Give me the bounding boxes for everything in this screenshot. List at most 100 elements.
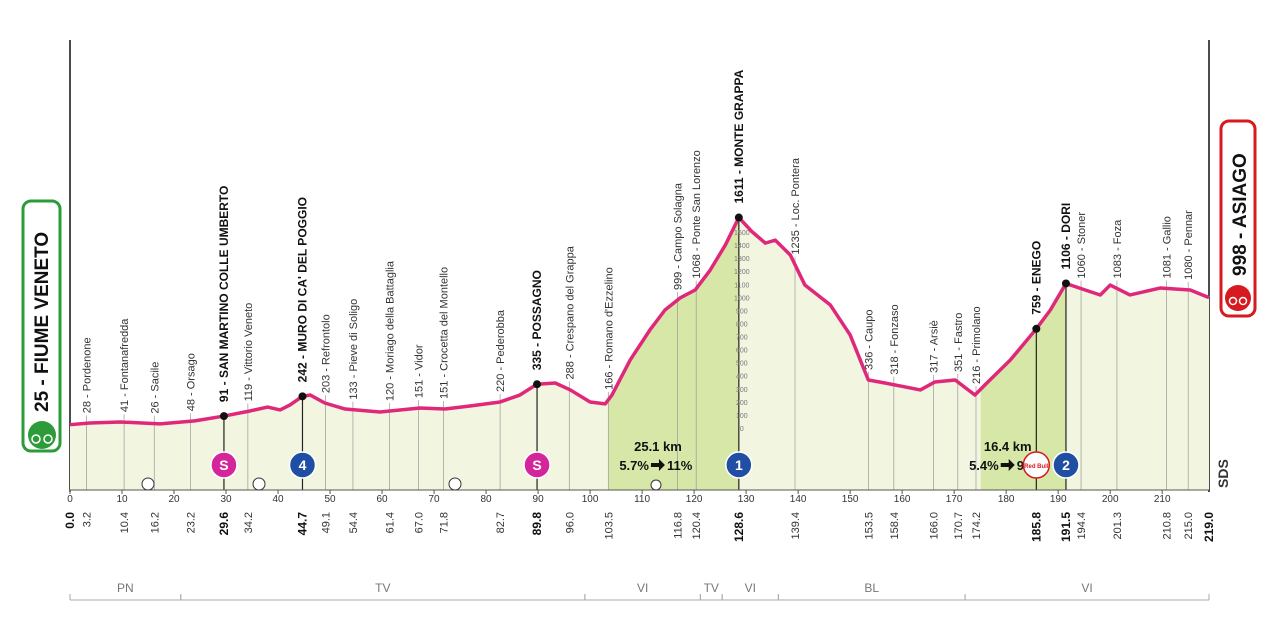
km-label: 89.8	[530, 512, 544, 536]
x-tick-label: 150	[842, 494, 859, 505]
km-label: 34.2	[243, 512, 255, 533]
waypoint-label: 48 - Orsago	[186, 353, 198, 411]
finish-frame	[1219, 119, 1257, 318]
km-label: 215.0	[1183, 512, 1195, 540]
waypoint-label: 1235 - Loc. Pontera	[790, 157, 802, 255]
climb-avg: 5.7%	[619, 458, 649, 473]
feed-icon	[141, 477, 155, 491]
x-tick-label: 90	[533, 494, 545, 505]
feed-icons	[141, 477, 662, 491]
waypoint-label: 1081 - Gallio	[1161, 216, 1173, 278]
x-tick-label: 130	[738, 494, 755, 505]
finish-icon	[1225, 285, 1251, 311]
region-label: PN	[117, 581, 134, 595]
x-tick-label: 10	[116, 494, 128, 505]
km-label: 219.0	[1202, 512, 1216, 542]
waypoint-label: 317 - Arsiè	[928, 320, 940, 373]
km-label: 10.4	[119, 512, 131, 533]
start-box: 25 - FIUME VENETO	[21, 199, 62, 453]
km-label: 49.1	[320, 512, 332, 533]
region-label: VI	[1081, 581, 1092, 595]
region-label: TV	[704, 581, 719, 595]
y-tick-label: 1500	[734, 230, 750, 237]
waypoint-label: 318 - Fonzaso	[889, 304, 901, 374]
km-label: 16.2	[149, 512, 161, 533]
x-tick-label: 30	[220, 494, 232, 505]
x-tick-label: 140	[790, 494, 807, 505]
x-tick-label: 20	[168, 494, 180, 505]
km-label: 194.4	[1076, 512, 1088, 540]
waypoint-label: 288 - Crespano del Grappa	[564, 245, 576, 379]
km-label: 67.0	[413, 512, 425, 533]
kom-label: 2	[1062, 457, 1070, 473]
sprint-label: S	[219, 457, 228, 473]
summit-dot	[734, 213, 743, 222]
x-tick-label: 200	[1102, 494, 1119, 505]
kom-marker	[288, 451, 317, 479]
waypoint-label: 999 - Campo Solagna	[672, 182, 684, 290]
waypoint-label: 1068 - Ponte San Lorenzo	[691, 150, 703, 278]
x-tick-label: 120	[686, 494, 703, 505]
km-label: 158.4	[889, 512, 901, 540]
waypoint-label: 28 - Pordenone	[82, 337, 94, 413]
kom-label: 4	[299, 457, 307, 473]
km-label: 44.7	[295, 512, 309, 536]
bonus-label: Red Bull	[1024, 464, 1049, 470]
waypoint-label: 119 - Vittorio Veneto	[243, 303, 255, 402]
waypoint-label: 1083 - Foza	[1112, 219, 1124, 279]
climb-shade	[980, 217, 1066, 490]
waypoint-label: 91 - SAN MARTINO COLLE UMBERTO	[217, 186, 231, 402]
climb-length: 25.1 km	[634, 439, 682, 454]
waypoint-label: 216 - Primolano	[971, 306, 983, 384]
y-tick-label: 1400	[734, 243, 750, 250]
x-tick-label: 160	[894, 494, 911, 505]
feed-icon	[448, 477, 462, 491]
waypoint-label: 1106 - DORI	[1059, 203, 1073, 270]
x-tick-label: 40	[272, 494, 284, 505]
climb-length: 16.4 km	[984, 439, 1032, 454]
x-tick-label: 100	[582, 494, 599, 505]
waypoint-label: 220 - Pederobba	[495, 309, 507, 392]
sprint-marker	[523, 451, 551, 479]
waypoint-label: 166 - Romano d'Ezzelino	[603, 267, 615, 390]
waypoint-label: 759 - ENEGO	[1029, 241, 1043, 315]
km-label: 120.4	[691, 512, 703, 540]
region-label: VI	[637, 581, 648, 595]
km-label: 29.6	[217, 512, 231, 536]
y-tick-label: 1100	[734, 282, 749, 289]
km-label: 201.3	[1112, 512, 1124, 540]
y-tick-label: 0	[740, 426, 744, 433]
start-icon	[43, 434, 53, 444]
climb-arrow	[1000, 459, 1015, 471]
waypoint-label: 336 - Caupo	[863, 309, 875, 370]
y-tick-label: 800	[736, 321, 748, 328]
kom-label: 1	[735, 457, 743, 473]
climb-arrow	[650, 459, 665, 471]
waypoint-label: 351 - Fastro	[953, 313, 965, 372]
waypoint-label: 242 - MURO DI CA' DEL POGGIO	[295, 197, 309, 382]
tunnel-icon	[650, 479, 662, 491]
waypoint-label: 1060 - Stoner	[1076, 212, 1088, 279]
y-tick-label: 300	[736, 387, 748, 394]
y-tick-label: 1000	[734, 295, 750, 302]
y-tick-label: 900	[736, 308, 748, 315]
climb-avg: 5.4%	[969, 458, 999, 473]
km-label: 166.0	[928, 512, 940, 540]
sprint-label: S	[532, 457, 541, 473]
x-tick-label: 190	[1050, 494, 1067, 505]
x-tick-label: 70	[429, 494, 441, 505]
finish-icon	[1228, 296, 1238, 306]
waypoint-label: 26 - Sacile	[149, 362, 161, 414]
km-label: 116.8	[672, 512, 684, 539]
region-label: TV	[375, 581, 390, 595]
km-label: 23.2	[186, 512, 198, 533]
km-label: 210.8	[1161, 512, 1173, 540]
finish-label: 998 - ASIAGO	[1230, 153, 1251, 276]
kom-marker	[1052, 451, 1080, 479]
y-tick-label: 700	[736, 335, 748, 342]
km-label: 71.8	[438, 512, 450, 533]
y-tick-label: 500	[736, 361, 748, 368]
x-tick-label: 50	[324, 494, 336, 505]
x-tick-label: 210	[1154, 494, 1171, 505]
